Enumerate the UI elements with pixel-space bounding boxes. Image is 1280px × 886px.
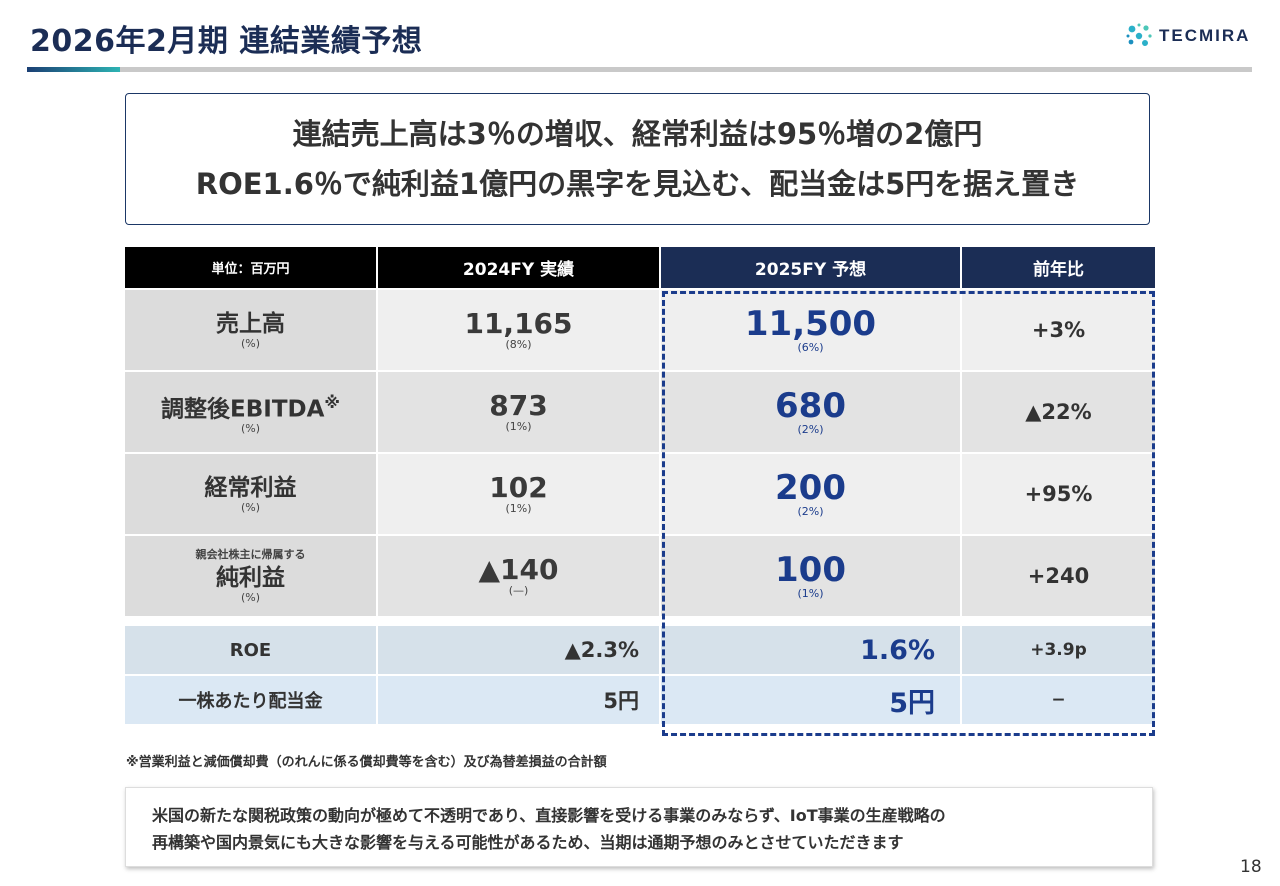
footnote-mark: ※: [324, 392, 340, 412]
fy2024-pct: (1%): [505, 502, 532, 515]
yoy-cell: ▲22%: [962, 372, 1155, 454]
row-label-cell: 調整後EBITDA※ (%): [125, 372, 378, 454]
headline-line-2: ROE1.6％で純利益1億円の黒字を見込む、配当金は5円を据え置き: [195, 167, 1080, 201]
header-fy2024: 2024FY 実績: [378, 247, 661, 290]
headline-line-1: 連結売上高は3％の増収、経常利益は95％増の2億円: [292, 117, 983, 151]
note-line-1: 米国の新たな関税政策の動向が極めて不透明であり、直接影響を受ける事業のみならず、…: [152, 806, 946, 825]
fy2024-cell: ▲140 (—): [378, 536, 661, 618]
fy2024-pct: (1%): [505, 420, 532, 433]
note-box: 米国の新たな関税政策の動向が極めて不透明であり、直接影響を受ける事業のみならず、…: [125, 787, 1153, 867]
row-sublabel: 親会社株主に帰属する: [195, 548, 306, 561]
page-title: 2026年2月期 連結業績予想: [30, 24, 423, 59]
fy2025-value: 5円: [661, 676, 962, 726]
table-row-roe: ROE ▲2.3% 1.6% +3.9p: [125, 626, 1155, 676]
note-line-2: 再構築や国内景気にも大きな影響を与える可能性があるため、当期は通期予想のみとさせ…: [152, 833, 904, 852]
row-pct-label: (%): [240, 501, 261, 514]
fy2025-value: 680: [775, 386, 846, 426]
page-number: 18: [1240, 857, 1262, 877]
table-row: 売上高 (%) 11,165 (8%) 11,500 (6%) +3%: [125, 290, 1155, 372]
yoy-value: +95%: [1024, 482, 1093, 506]
table-row-dividend: 一株あたり配当金 5円 5円 −: [125, 676, 1155, 726]
table-row: 調整後EBITDA※ (%) 873 (1%) 680 (2%) ▲22%: [125, 372, 1155, 454]
fy2025-cell: 100 (1%): [661, 536, 962, 618]
fy2025-pct: (6%): [797, 341, 824, 354]
yoy-cell: +95%: [962, 454, 1155, 536]
fy2024-pct: (8%): [505, 338, 532, 351]
yoy-value: +240: [1027, 564, 1090, 588]
fy2025-cell: 200 (2%): [661, 454, 962, 536]
fy2025-pct: (2%): [797, 423, 824, 436]
yoy-value: +3.9p: [962, 626, 1155, 676]
fy2024-cell: 11,165 (8%): [378, 290, 661, 372]
logo-text: TECMIRA: [1159, 26, 1251, 45]
row-pct-label: (%): [240, 337, 261, 350]
fy2025-value: 11,500: [744, 304, 877, 344]
row-label: ROE: [125, 626, 378, 676]
title-rule-accent: [27, 67, 120, 72]
fy2025-value: 1.6%: [661, 626, 962, 676]
fy2024-value: ▲2.3%: [378, 626, 661, 676]
table-row: 経常利益 (%) 102 (1%) 200 (2%) +95%: [125, 454, 1155, 536]
row-pct-label: (%): [240, 422, 261, 436]
table-header-row: 単位：百万円 2024FY 実績 2025FY 予想 前年比: [125, 247, 1155, 290]
yoy-value: −: [962, 676, 1155, 726]
fy2025-pct: (2%): [797, 505, 824, 518]
yoy-value: +3%: [1031, 318, 1086, 342]
header-fy2025: 2025FY 予想: [661, 247, 962, 290]
fy2024-value: 873: [489, 389, 548, 422]
row-label: 経常利益: [204, 475, 297, 501]
footnote: ※営業利益と減価償却費（のれんに係る償却費等を含む）及び為替差損益の合計額: [126, 755, 607, 770]
fy2024-value: ▲140: [478, 553, 559, 586]
company-logo: TECMIRA: [1125, 22, 1250, 50]
title-rule: [27, 67, 1252, 72]
row-label: 一株あたり配当金: [125, 676, 378, 726]
fy2024-value: 102: [489, 471, 548, 504]
table-row: 親会社株主に帰属する 純利益 (%) ▲140 (—) 100 (1%) +24…: [125, 536, 1155, 618]
fy2024-cell: 102 (1%): [378, 454, 661, 536]
row-label: 調整後EBITDA※: [161, 392, 340, 423]
fy2024-cell: 873 (1%): [378, 372, 661, 454]
header-yoy: 前年比: [962, 247, 1155, 290]
row-label-cell: 親会社株主に帰属する 純利益 (%): [125, 536, 378, 618]
yoy-value: ▲22%: [1025, 400, 1092, 424]
yoy-cell: +240: [962, 536, 1155, 618]
fy2024-value: 5円: [378, 676, 661, 726]
fy2025-value: 200: [775, 468, 846, 508]
row-label-cell: 売上高 (%): [125, 290, 378, 372]
fy2025-value: 100: [775, 550, 846, 590]
fy2024-pct: (—): [508, 584, 529, 597]
fy2025-cell: 11,500 (6%): [661, 290, 962, 372]
row-label-cell: 経常利益 (%): [125, 454, 378, 536]
fy2025-pct: (1%): [797, 587, 824, 600]
yoy-cell: +3%: [962, 290, 1155, 372]
fy2025-cell: 680 (2%): [661, 372, 962, 454]
forecast-table: 単位：百万円 2024FY 実績 2025FY 予想 前年比 売上高 (%) 1…: [125, 247, 1155, 726]
row-label: 売上高: [216, 311, 285, 337]
header-unit: 単位：百万円: [125, 247, 378, 290]
table-spacer: [125, 618, 1155, 626]
headline-box: 連結売上高は3％の増収、経常利益は95％増の2億円 ROE1.6％で純利益1億円…: [125, 93, 1150, 225]
fy2024-value: 11,165: [464, 307, 573, 340]
row-label: 純利益: [216, 565, 285, 591]
molecule-icon: [1126, 23, 1152, 46]
row-pct-label: (%): [240, 591, 261, 604]
